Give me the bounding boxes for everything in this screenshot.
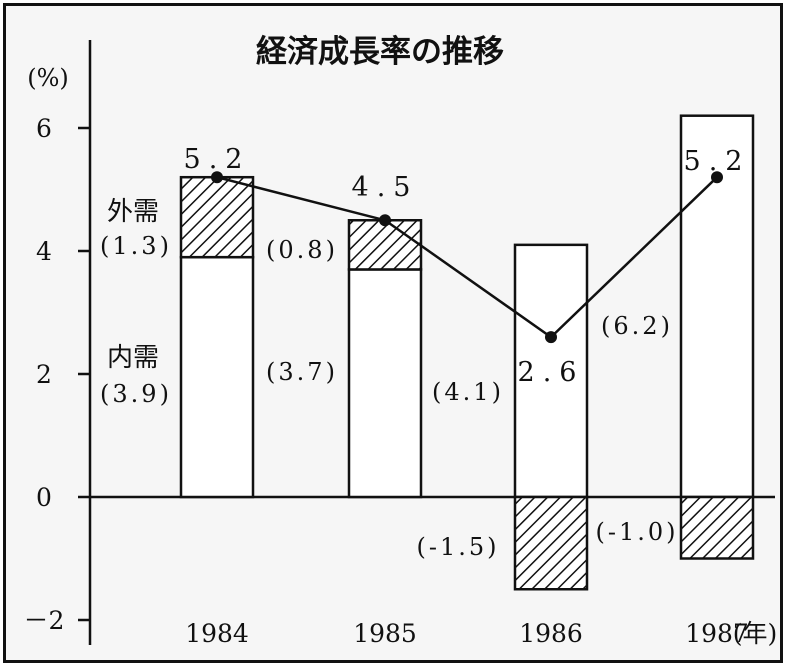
growth-line-path xyxy=(216,175,718,339)
bar-domestic xyxy=(179,255,255,499)
external-demand-label: (-1.5) xyxy=(416,533,499,561)
domestic-demand-name: 内需 xyxy=(107,343,159,373)
x-tick-label: 1984 xyxy=(185,619,249,648)
bar-external xyxy=(513,495,589,591)
growth-value-label: 5.2 xyxy=(184,144,251,175)
domestic-demand-label: (6.2) xyxy=(601,312,673,340)
y-tick-label: －2 xyxy=(24,606,65,635)
external-demand-label: (1.3) xyxy=(100,232,172,260)
external-demand-label: (-1.0) xyxy=(595,518,678,546)
bar-external xyxy=(347,219,423,271)
growth-point xyxy=(545,331,557,344)
growth-value-label: 5.2 xyxy=(684,146,751,177)
bar-external xyxy=(679,495,755,560)
growth-value-label: 2.6 xyxy=(518,357,585,388)
chart-title: 経済成長率の推移 xyxy=(256,34,504,70)
domestic-demand-label: (3.7) xyxy=(266,358,338,386)
domestic-demand-label: (3.9) xyxy=(100,380,172,408)
x-axis-unit: (年) xyxy=(733,619,778,648)
y-tick-label: 6 xyxy=(36,114,52,143)
bar-external xyxy=(179,175,255,259)
y-tick-label: 0 xyxy=(36,483,52,512)
growth-line xyxy=(211,171,723,344)
domestic-demand-label: (4.1) xyxy=(432,378,504,406)
y-tick-label: 4 xyxy=(36,237,52,266)
y-tick-label: 2 xyxy=(36,360,52,389)
growth-value-label: 4.5 xyxy=(352,172,419,203)
growth-point xyxy=(379,214,391,227)
growth-point xyxy=(711,171,723,184)
x-tick-label: 1986 xyxy=(519,619,583,648)
x-tick-label: 1987 xyxy=(685,619,749,648)
growth-point xyxy=(211,171,223,184)
y-axis-unit: (%) xyxy=(27,64,69,92)
external-demand-label: (0.8) xyxy=(266,236,338,264)
external-demand-name: 外需 xyxy=(107,197,159,227)
x-tick-label: 1985 xyxy=(353,619,417,648)
data-labels: 5.2 4.5 2.6 5.2 (1.3) (0.8) (-1.5) (-1.0) (3.9) (… xyxy=(100,144,751,561)
bar-domestic xyxy=(347,268,423,499)
